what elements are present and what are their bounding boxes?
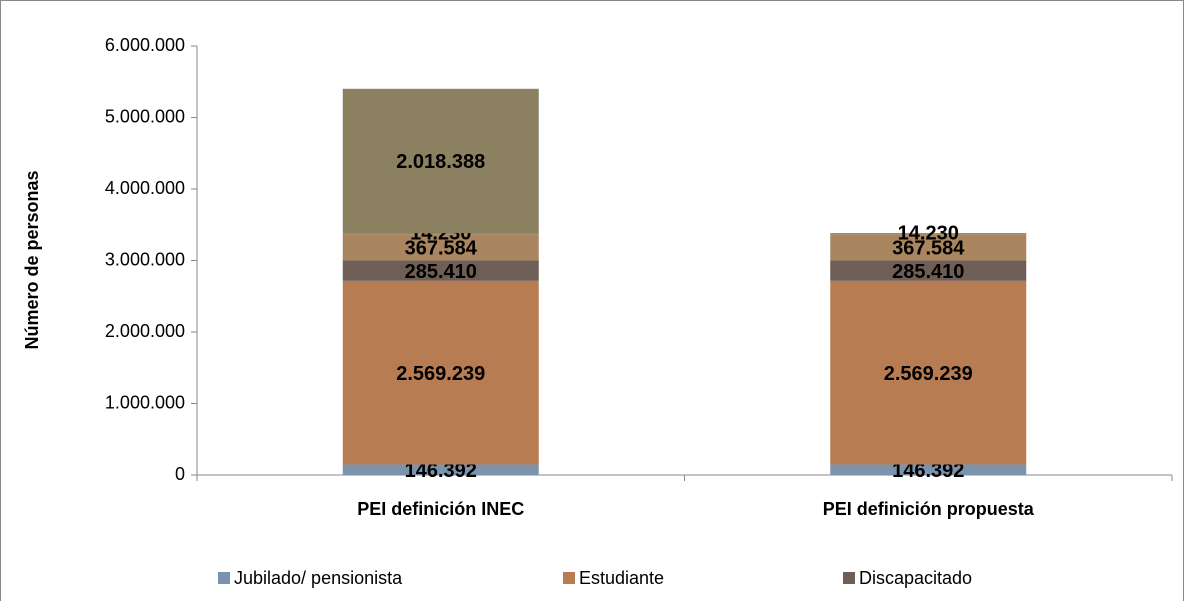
bar-segment bbox=[342, 260, 539, 281]
y-tick-label: 4.000.000 bbox=[105, 178, 185, 198]
bar-segment bbox=[830, 260, 1027, 281]
legend-swatch bbox=[843, 572, 855, 584]
legend-swatch bbox=[563, 572, 575, 584]
data-label: 14.230 bbox=[898, 222, 959, 244]
y-tick-label: 2.000.000 bbox=[105, 321, 185, 341]
bar-segment bbox=[830, 280, 1027, 465]
data-label: 367.584 bbox=[405, 238, 478, 260]
y-tick-label: 0 bbox=[175, 464, 185, 484]
bar-segment bbox=[342, 88, 539, 234]
data-label: 146.392 bbox=[405, 460, 477, 482]
y-tick-label: 5.000.000 bbox=[105, 106, 185, 126]
legend-label: Discapacitado bbox=[859, 568, 972, 588]
data-label: 367.584 bbox=[892, 238, 965, 260]
bar-segment bbox=[830, 234, 1027, 261]
y-tick-label: 6.000.000 bbox=[105, 35, 185, 55]
bar-segment bbox=[830, 464, 1027, 475]
bar-segment bbox=[830, 233, 1027, 235]
y-axis-title: Número de personas bbox=[22, 170, 42, 349]
bar-segment bbox=[342, 464, 539, 475]
legend-swatch bbox=[218, 572, 230, 584]
data-label: 2.569.239 bbox=[396, 363, 485, 385]
data-label: 2.569.239 bbox=[884, 363, 973, 385]
data-label: 285.410 bbox=[892, 261, 964, 283]
data-label: 2.018.388 bbox=[396, 151, 485, 173]
y-tick-label: 3.000.000 bbox=[105, 249, 185, 269]
bar-segment bbox=[342, 234, 539, 261]
x-tick-label: PEI definición INEC bbox=[357, 499, 524, 519]
data-label: 146.392 bbox=[892, 460, 964, 482]
y-tick-label: 1.000.000 bbox=[105, 392, 185, 412]
legend-label: Jubilado/ pensionista bbox=[234, 568, 403, 588]
bar-segment bbox=[342, 280, 539, 465]
data-label: 285.410 bbox=[405, 261, 477, 283]
bar-segment bbox=[342, 233, 539, 235]
legend-label: Estudiante bbox=[579, 568, 664, 588]
x-tick-label: PEI definición propuesta bbox=[823, 499, 1035, 519]
